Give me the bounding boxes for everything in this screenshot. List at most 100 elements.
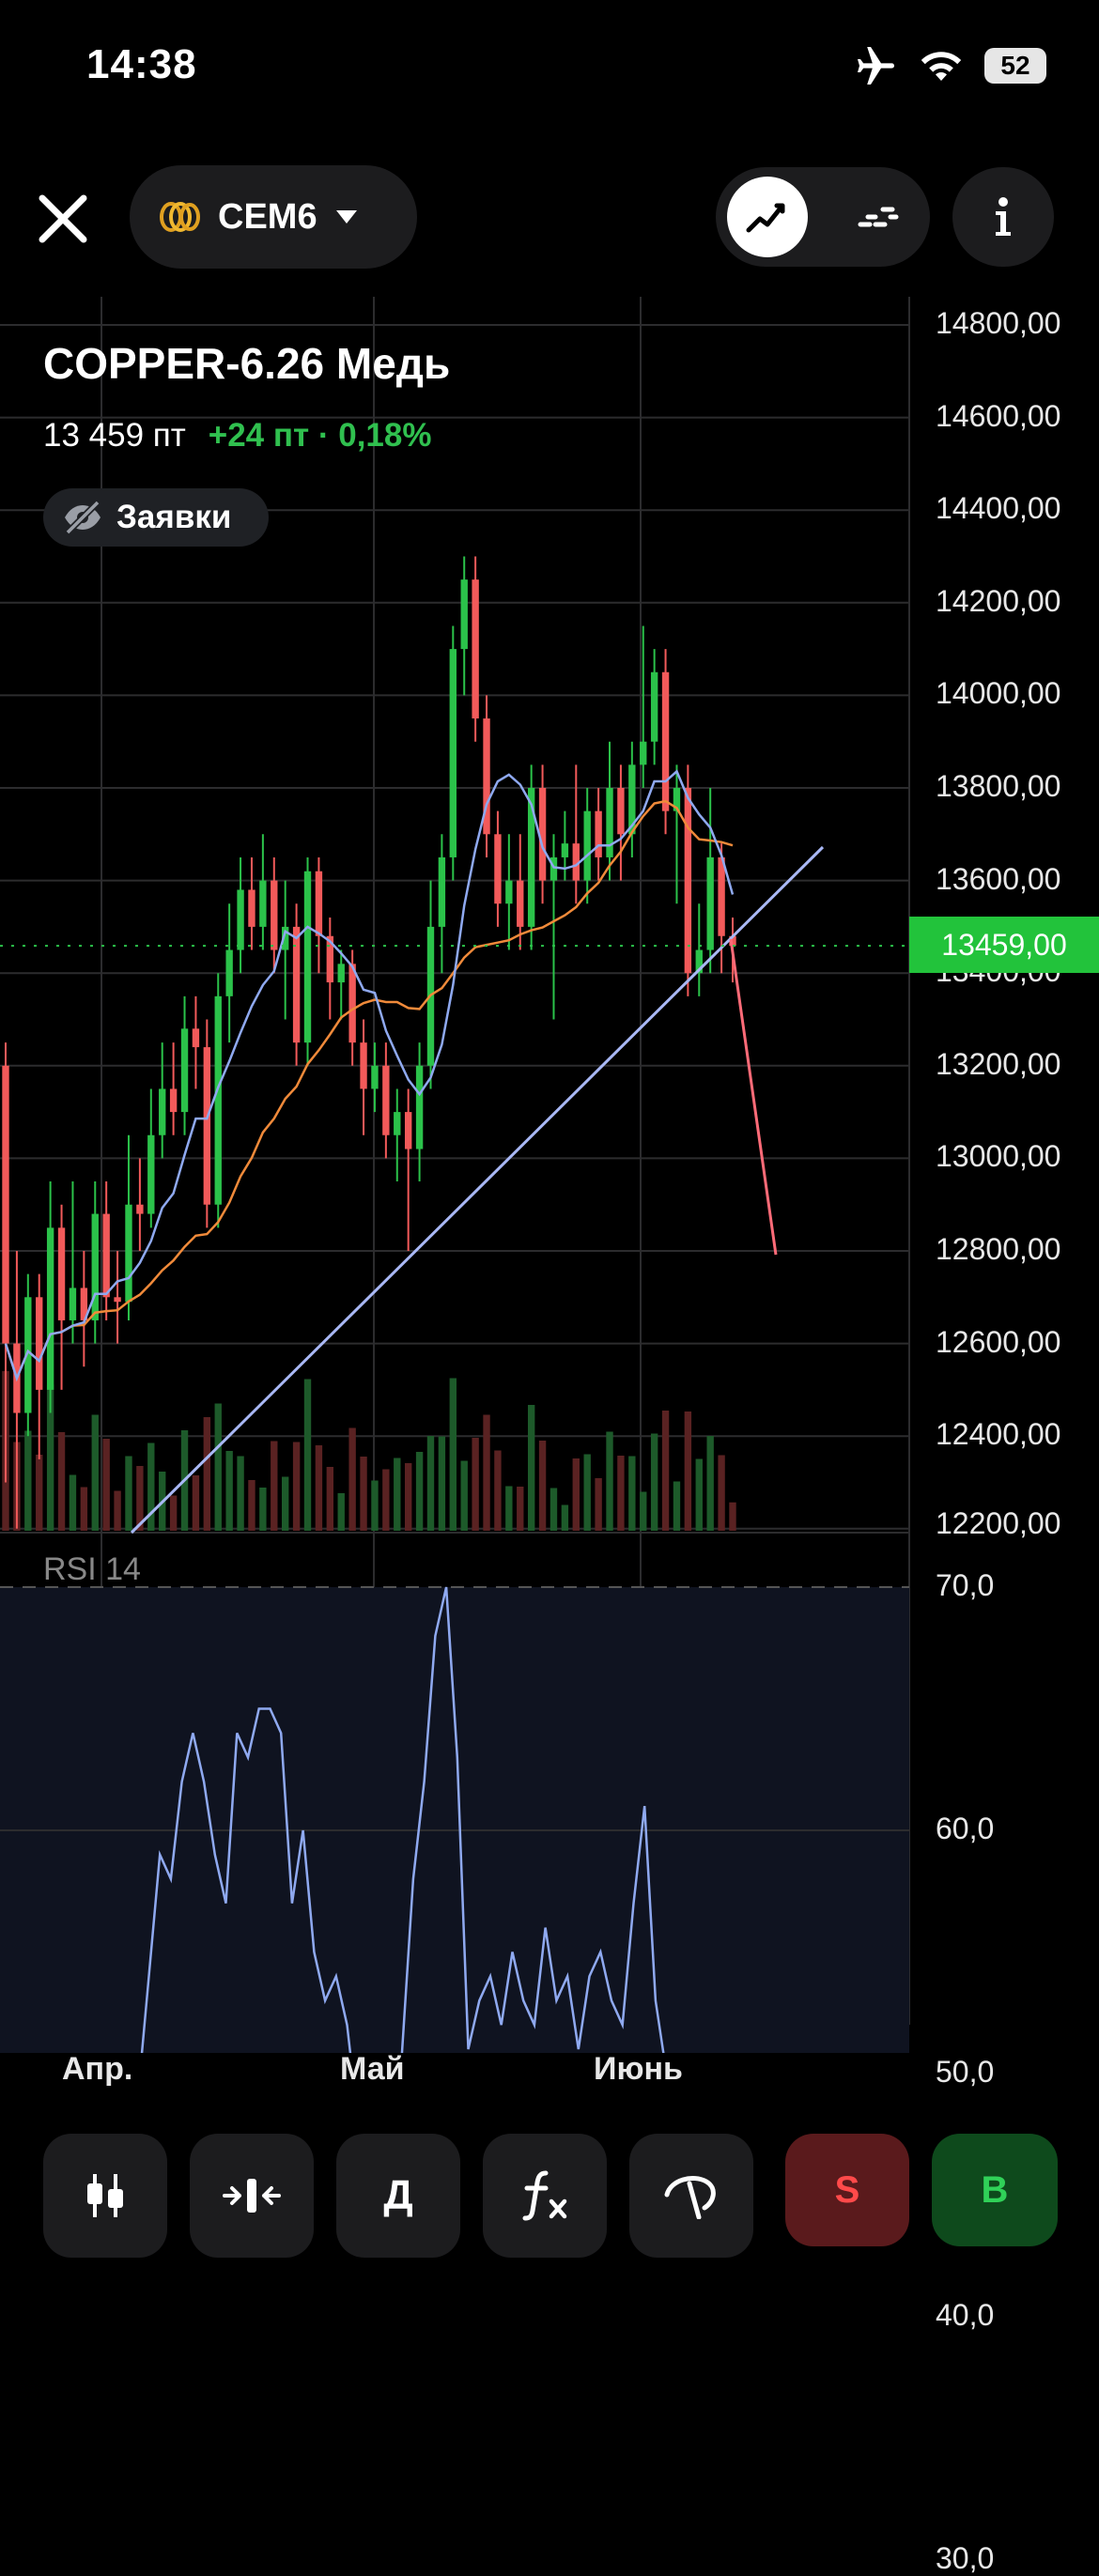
volume-bar <box>538 1441 547 1531</box>
volume-bar <box>214 1403 222 1531</box>
candle-body <box>718 856 725 936</box>
copper-coil-icon <box>160 202 200 232</box>
candle-body <box>2 1065 9 1344</box>
scale-button[interactable] <box>190 2134 314 2258</box>
volume-bar <box>348 1427 356 1531</box>
candle-body <box>169 1088 178 1113</box>
drawing-tools-button[interactable] <box>629 2134 753 2258</box>
candle-body <box>371 1065 379 1089</box>
volume-bar <box>337 1493 345 1531</box>
volume-bar <box>46 1384 54 1531</box>
candle-body <box>527 788 535 927</box>
candle-body <box>80 1288 88 1320</box>
orders-label: Заявки <box>116 499 232 535</box>
volume-bar <box>36 1455 43 1531</box>
price-axis-label: 14400,00 <box>936 491 1061 526</box>
last-price: 13 459 пт <box>43 417 186 454</box>
rsi-axis-label: 60,0 <box>936 1812 995 1845</box>
candle-body <box>337 964 345 983</box>
volume-bar <box>650 1433 658 1531</box>
trend-line <box>130 845 825 1535</box>
volume-bar <box>259 1488 267 1531</box>
volume-bar <box>640 1491 647 1531</box>
chart-grid <box>0 297 910 2053</box>
candle-body <box>483 718 490 835</box>
candle-body <box>36 1297 43 1390</box>
candles <box>2 556 736 1529</box>
candle-body <box>46 1227 54 1390</box>
info-button[interactable] <box>952 167 1054 267</box>
candle-body <box>360 1042 367 1089</box>
candle-body <box>640 741 647 765</box>
candle-body <box>348 964 356 1043</box>
candle-body <box>114 1297 121 1303</box>
close-button[interactable] <box>28 184 98 254</box>
candle-body <box>225 949 233 996</box>
candle-body <box>538 788 547 881</box>
price-axis-label: 14600,00 <box>936 398 1061 433</box>
volume-bar <box>706 1436 714 1531</box>
volume-bar <box>695 1458 703 1531</box>
volume-bar <box>561 1504 569 1531</box>
rsi-line <box>140 1586 665 2053</box>
orders-toggle[interactable]: Заявки <box>43 488 270 547</box>
price-axis-label: 14000,00 <box>936 676 1061 711</box>
volume-bars <box>2 1371 736 1531</box>
volume-bar <box>147 1442 155 1531</box>
candle-body <box>550 856 558 881</box>
candle-body <box>24 1297 32 1413</box>
price-chart[interactable] <box>0 297 1099 2053</box>
volume-bar <box>673 1481 681 1531</box>
rsi-axis-label: 70,0 <box>936 1568 995 1602</box>
volume-bar <box>91 1414 99 1531</box>
volume-bar <box>271 1441 278 1531</box>
candle-body <box>628 764 636 835</box>
airplane-icon <box>858 47 894 85</box>
chart-mode-button[interactable] <box>727 177 808 257</box>
period-button[interactable]: Д <box>336 2134 460 2258</box>
instrument-title: COPPER-6.26 Медь <box>43 339 451 388</box>
info-icon <box>996 197 1011 236</box>
buy-button[interactable]: B <box>932 2134 1058 2246</box>
volume-bar <box>617 1456 625 1531</box>
candle-body <box>438 856 446 927</box>
wifi-icon <box>921 52 962 81</box>
volume-bar <box>24 1430 32 1531</box>
volume-bar <box>80 1487 88 1531</box>
volume-bar <box>169 1495 178 1531</box>
candle-body <box>729 935 736 947</box>
candle-body <box>494 834 502 904</box>
price-axis-label: 12800,00 <box>936 1232 1061 1266</box>
rsi-title: RSI 14 <box>43 1551 141 1587</box>
candle-body <box>561 843 569 857</box>
sell-button[interactable]: S <box>785 2134 909 2246</box>
indicators-button[interactable] <box>483 2134 607 2258</box>
volume-bar <box>438 1436 446 1531</box>
volume-bar <box>303 1379 312 1531</box>
volume-bar <box>203 1417 211 1531</box>
projection-line <box>729 938 778 1256</box>
candle-body <box>326 935 334 983</box>
candle-type-button[interactable] <box>43 2134 167 2258</box>
volume-bar <box>136 1466 144 1531</box>
volume-bar <box>483 1414 490 1531</box>
orderbook-mode-button[interactable] <box>838 177 919 257</box>
ticker-label: CEM6 <box>218 196 317 237</box>
volume-bar <box>382 1469 390 1531</box>
rsi-axis-label: 40,0 <box>936 2298 995 2332</box>
volume-bar <box>426 1436 435 1531</box>
price-axis-label: 13000,00 <box>936 1139 1061 1174</box>
candle-body <box>650 671 658 742</box>
candle-body <box>706 856 714 950</box>
candle-body <box>617 788 625 835</box>
price-change: +24 пт · 0,18% <box>208 417 432 454</box>
close-icon <box>39 194 87 243</box>
status-time: 14:38 <box>86 41 197 87</box>
volume-bar <box>282 1476 289 1531</box>
ticker-selector[interactable]: CEM6 <box>130 165 417 269</box>
candle-body <box>583 810 591 881</box>
function-icon <box>522 2170 567 2221</box>
candle-body <box>460 579 468 650</box>
volume-bar <box>460 1460 468 1531</box>
price-axis-label: 12200,00 <box>936 1506 1061 1540</box>
